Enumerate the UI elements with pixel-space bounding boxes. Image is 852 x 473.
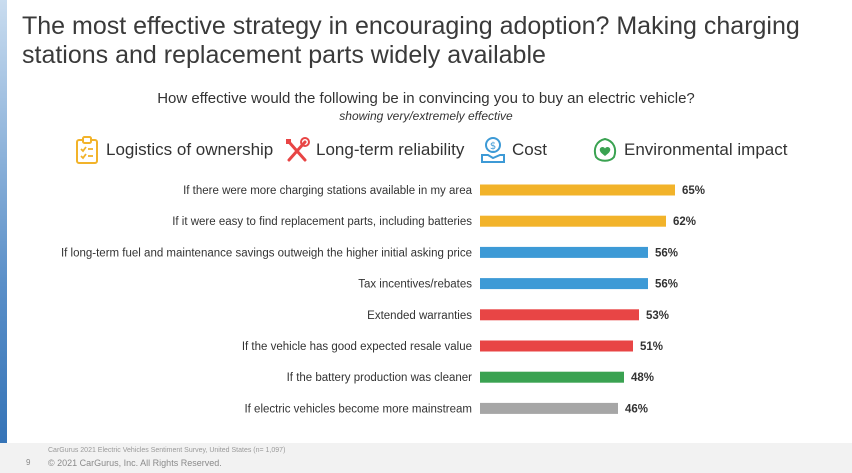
left-accent-bar (0, 0, 7, 473)
bar (480, 215, 666, 227)
footer-source: CarGurus 2021 Electric Vehicles Sentimen… (48, 447, 286, 454)
page-title: The most effective strategy in encouragi… (22, 12, 800, 69)
category-label: If long-term fuel and maintenance saving… (61, 247, 472, 259)
wrench-screwdriver-icon (286, 137, 310, 162)
leaf-heart-icon (593, 137, 617, 162)
bar (480, 278, 648, 290)
legend: Logistics of ownership Long-term reliabi… (74, 134, 794, 166)
category-label: If the vehicle has good expected resale … (242, 341, 472, 353)
legend-item-reliability: Long-term reliability (284, 134, 464, 166)
footer-copyright: © 2021 CarGurus, Inc. All Rights Reserve… (48, 458, 222, 468)
category-label: If it were easy to find replacement part… (172, 216, 472, 228)
money-hand-icon: $ (481, 137, 505, 163)
value-label: 62% (673, 216, 696, 228)
clipboard-icon (76, 136, 98, 164)
category-label: If electric vehicles become more mainstr… (244, 403, 472, 415)
value-label: 48% (631, 372, 654, 384)
legend-label: Long-term reliability (316, 140, 465, 159)
value-label: 51% (640, 341, 663, 353)
value-label: 46% (625, 403, 648, 415)
bar (480, 246, 648, 258)
bar (480, 340, 633, 352)
bar (480, 371, 624, 383)
category-label: Extended warranties (367, 310, 472, 322)
value-label: 56% (655, 247, 678, 259)
legend-item-environment: Environmental impact (592, 134, 787, 166)
legend-label: Cost (512, 140, 547, 159)
legend-item-cost: $ Cost (480, 134, 547, 166)
category-label: If the battery production was cleaner (287, 372, 473, 384)
bar (480, 309, 639, 321)
value-label: 53% (646, 310, 669, 322)
legend-item-logistics: Logistics of ownership (74, 134, 273, 166)
svg-text:$: $ (490, 141, 496, 152)
value-label: 65% (682, 185, 705, 197)
bar (480, 184, 675, 196)
survey-subquestion: showing very/extremely effective (339, 109, 513, 123)
footer-bar (0, 443, 852, 473)
category-label: Tax incentives/rebates (358, 279, 472, 291)
survey-question: How effective would the following be in … (157, 90, 695, 107)
bar (480, 402, 618, 414)
legend-label: Logistics of ownership (106, 140, 274, 159)
category-label: If there were more charging stations ava… (183, 185, 473, 197)
legend-label: Environmental impact (624, 140, 788, 159)
value-label: 56% (655, 279, 678, 291)
page-number: 9 (26, 458, 31, 467)
